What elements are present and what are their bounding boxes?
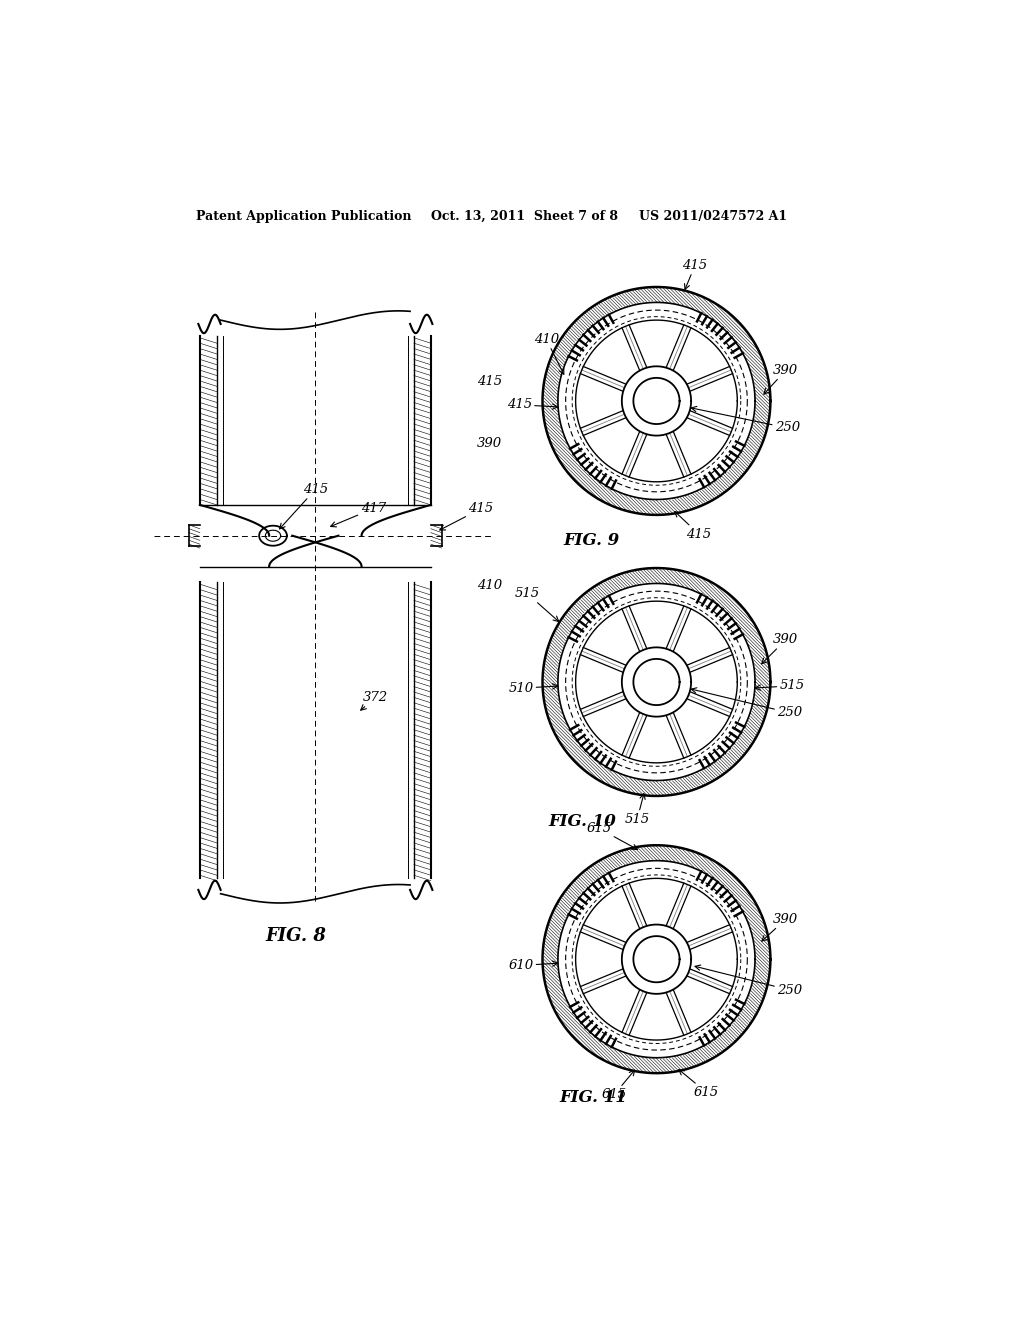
Text: US 2011/0247572 A1: US 2011/0247572 A1 — [639, 210, 786, 223]
Text: 390: 390 — [477, 437, 502, 450]
Text: 250: 250 — [691, 407, 800, 434]
Text: 515: 515 — [514, 587, 559, 622]
Text: 372: 372 — [360, 690, 388, 710]
Text: 515: 515 — [625, 793, 650, 825]
Text: FIG. 9: FIG. 9 — [563, 532, 620, 549]
Text: FIG. 10: FIG. 10 — [549, 813, 616, 830]
Text: 390: 390 — [762, 634, 799, 664]
Text: 615: 615 — [601, 1071, 635, 1101]
Text: 415: 415 — [280, 483, 328, 529]
Text: FIG. 11: FIG. 11 — [559, 1089, 628, 1106]
Text: 415: 415 — [507, 399, 558, 412]
Text: 250: 250 — [691, 688, 802, 719]
Text: 410: 410 — [534, 333, 564, 375]
Text: Patent Application Publication: Patent Application Publication — [196, 210, 412, 223]
Text: FIG. 8: FIG. 8 — [265, 927, 327, 945]
Text: 415: 415 — [675, 512, 712, 541]
Text: Oct. 13, 2011  Sheet 7 of 8: Oct. 13, 2011 Sheet 7 of 8 — [431, 210, 617, 223]
Text: 615: 615 — [679, 1069, 719, 1100]
Text: 510: 510 — [508, 681, 558, 694]
Text: 390: 390 — [762, 912, 799, 941]
Text: 417: 417 — [331, 502, 386, 527]
Text: 515: 515 — [755, 680, 805, 693]
Text: 410: 410 — [477, 579, 502, 593]
Text: 250: 250 — [695, 965, 802, 997]
Text: 615: 615 — [586, 822, 638, 850]
Text: 415: 415 — [682, 259, 708, 289]
Text: 610: 610 — [508, 958, 558, 972]
Text: 415: 415 — [477, 375, 502, 388]
Text: 415: 415 — [440, 502, 494, 531]
Text: 390: 390 — [764, 363, 799, 395]
